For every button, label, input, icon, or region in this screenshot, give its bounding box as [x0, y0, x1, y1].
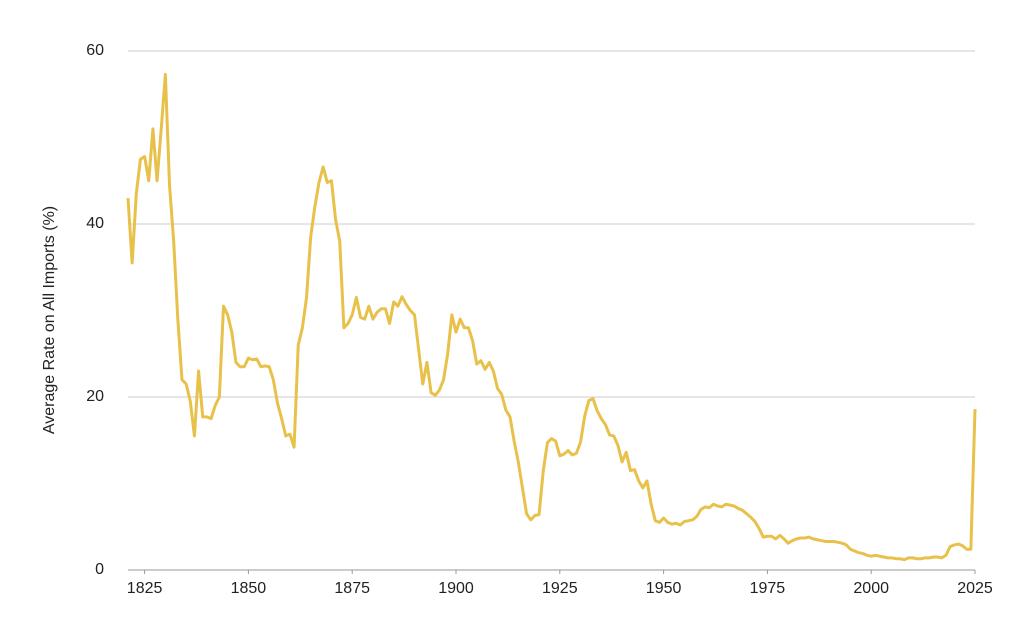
x-tick-label: 1950: [646, 580, 682, 597]
x-tick-label: 2025: [957, 580, 993, 597]
x-tick-label: 1925: [542, 580, 578, 597]
y-tick-label: 60: [86, 42, 104, 59]
y-tick-label: 40: [86, 215, 104, 232]
x-tick-label: 1825: [127, 580, 163, 597]
x-tick-label: 1975: [750, 580, 786, 597]
x-tick-label: 2000: [853, 580, 889, 597]
x-tick-label: 1900: [438, 580, 474, 597]
x-tick-label: 1850: [231, 580, 267, 597]
y-tick-label: 20: [86, 388, 104, 405]
y-axis-label: Average Rate on All Imports (%): [41, 206, 58, 434]
x-tick-label: 1875: [334, 580, 370, 597]
y-tick-label: 0: [95, 561, 104, 578]
data-line: [126, 72, 977, 562]
